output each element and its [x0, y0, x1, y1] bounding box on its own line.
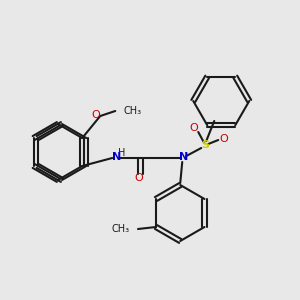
- Text: O: O: [92, 110, 100, 120]
- Text: O: O: [135, 173, 144, 183]
- Text: N: N: [112, 152, 121, 162]
- Text: O: O: [220, 134, 229, 144]
- Text: CH₃: CH₃: [123, 106, 141, 116]
- Text: CH₃: CH₃: [112, 224, 130, 234]
- Text: S: S: [201, 140, 209, 150]
- Text: O: O: [190, 123, 199, 133]
- Text: H: H: [118, 148, 125, 158]
- Text: N: N: [178, 152, 188, 162]
